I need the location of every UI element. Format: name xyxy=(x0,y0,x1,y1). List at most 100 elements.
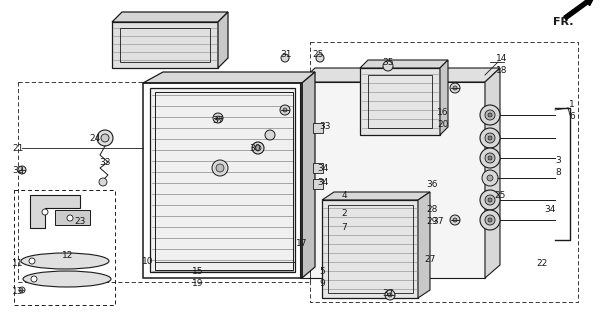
Circle shape xyxy=(485,110,495,120)
Circle shape xyxy=(488,136,492,140)
Text: 35: 35 xyxy=(382,58,393,67)
Text: 31: 31 xyxy=(280,50,292,59)
Circle shape xyxy=(480,210,500,230)
Text: 5: 5 xyxy=(319,268,325,276)
Text: 14: 14 xyxy=(497,53,508,62)
Text: 33: 33 xyxy=(99,157,111,166)
Circle shape xyxy=(485,195,495,205)
Polygon shape xyxy=(30,195,80,228)
Text: 28: 28 xyxy=(426,205,438,214)
Circle shape xyxy=(480,128,500,148)
Text: 8: 8 xyxy=(555,167,561,177)
Text: 37: 37 xyxy=(382,290,393,299)
Text: 25: 25 xyxy=(494,191,506,201)
Text: 30: 30 xyxy=(249,143,260,153)
Circle shape xyxy=(383,61,393,71)
Circle shape xyxy=(482,170,498,186)
Text: 34: 34 xyxy=(317,178,329,187)
Circle shape xyxy=(485,153,495,163)
Circle shape xyxy=(453,86,457,90)
Text: 36: 36 xyxy=(426,180,438,188)
Circle shape xyxy=(488,198,492,202)
Polygon shape xyxy=(143,72,315,83)
Text: 23: 23 xyxy=(74,218,85,227)
Polygon shape xyxy=(112,22,218,68)
Text: 17: 17 xyxy=(296,239,308,249)
Text: 11: 11 xyxy=(12,260,24,268)
Text: 33: 33 xyxy=(319,122,331,131)
Circle shape xyxy=(212,160,228,176)
Ellipse shape xyxy=(21,253,109,269)
Circle shape xyxy=(255,145,261,151)
Circle shape xyxy=(480,190,500,210)
Circle shape xyxy=(265,130,275,140)
Text: 16: 16 xyxy=(437,108,449,116)
Text: 34: 34 xyxy=(544,205,556,214)
Circle shape xyxy=(385,290,395,300)
Circle shape xyxy=(280,105,290,115)
Circle shape xyxy=(283,108,287,112)
Circle shape xyxy=(480,148,500,168)
Text: 20: 20 xyxy=(437,119,449,129)
Polygon shape xyxy=(485,68,500,278)
Polygon shape xyxy=(300,82,485,278)
Text: 21: 21 xyxy=(12,143,24,153)
Text: 15: 15 xyxy=(192,268,204,276)
Text: 19: 19 xyxy=(192,279,204,289)
Polygon shape xyxy=(150,88,295,272)
Circle shape xyxy=(450,83,460,93)
Circle shape xyxy=(252,142,264,154)
Circle shape xyxy=(450,215,460,225)
Polygon shape xyxy=(418,192,430,298)
Ellipse shape xyxy=(23,271,111,287)
Circle shape xyxy=(18,166,26,174)
Text: 12: 12 xyxy=(62,252,74,260)
Circle shape xyxy=(97,130,113,146)
Text: 24: 24 xyxy=(90,133,101,142)
Text: 10: 10 xyxy=(142,258,154,267)
Circle shape xyxy=(281,54,289,62)
Circle shape xyxy=(488,156,492,160)
Circle shape xyxy=(488,218,492,222)
Polygon shape xyxy=(302,72,315,278)
Text: 37: 37 xyxy=(432,218,443,227)
Text: 6: 6 xyxy=(569,111,575,121)
Polygon shape xyxy=(313,163,323,173)
Text: 2: 2 xyxy=(341,210,347,219)
Circle shape xyxy=(388,293,392,297)
Text: 32: 32 xyxy=(12,165,24,174)
Circle shape xyxy=(213,113,223,123)
Text: FR.: FR. xyxy=(553,17,573,27)
Circle shape xyxy=(485,133,495,143)
Text: 37: 37 xyxy=(212,116,224,124)
Circle shape xyxy=(99,178,107,186)
Circle shape xyxy=(19,287,25,293)
Circle shape xyxy=(31,276,37,282)
Circle shape xyxy=(29,258,35,264)
Text: 1: 1 xyxy=(569,100,575,108)
Text: 7: 7 xyxy=(341,223,347,233)
Text: 9: 9 xyxy=(319,279,325,289)
Text: 18: 18 xyxy=(497,66,508,75)
Polygon shape xyxy=(112,12,228,22)
Circle shape xyxy=(480,105,500,125)
Text: 34: 34 xyxy=(317,164,329,172)
Text: 3: 3 xyxy=(555,156,561,164)
Polygon shape xyxy=(218,12,228,68)
FancyArrow shape xyxy=(564,0,594,20)
Circle shape xyxy=(487,175,493,181)
Circle shape xyxy=(485,215,495,225)
Circle shape xyxy=(453,218,457,222)
Text: 22: 22 xyxy=(536,260,548,268)
Circle shape xyxy=(216,164,224,172)
Polygon shape xyxy=(300,68,500,82)
Polygon shape xyxy=(313,123,323,133)
Circle shape xyxy=(216,116,220,120)
Text: 29: 29 xyxy=(426,218,438,227)
Text: 13: 13 xyxy=(12,287,24,297)
Polygon shape xyxy=(440,60,448,135)
Circle shape xyxy=(67,215,73,221)
Text: 4: 4 xyxy=(341,191,347,201)
Polygon shape xyxy=(322,192,430,200)
Circle shape xyxy=(488,113,492,117)
